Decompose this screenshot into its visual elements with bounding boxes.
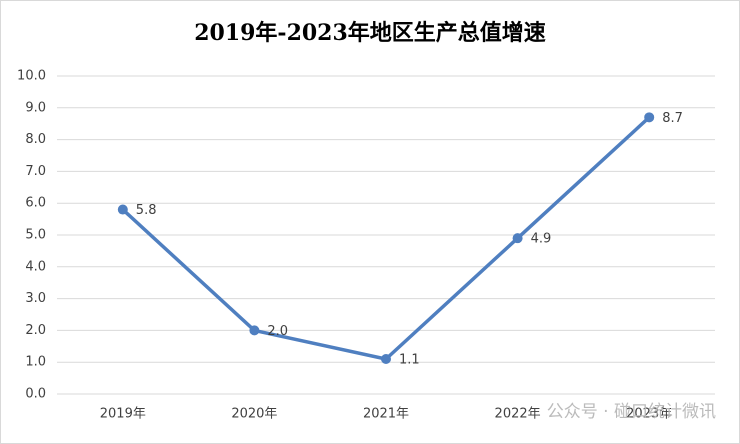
data-label: 4.9	[531, 232, 552, 247]
marker	[644, 112, 655, 123]
y-tick-label: 0.0	[25, 387, 46, 402]
data-label: 5.8	[136, 203, 157, 218]
x-tick-label: 2019年	[100, 407, 146, 422]
y-tick-label: 4.0	[25, 259, 46, 274]
y-tick-label: 9.0	[25, 100, 46, 115]
x-tick-label: 2023年	[626, 407, 672, 422]
marker	[381, 354, 391, 365]
y-tick-label: 2.0	[25, 323, 46, 338]
marker	[512, 233, 523, 244]
watermark: 公众号 · 碰口统计微讯	[547, 402, 716, 422]
data-label: 1.1	[399, 353, 420, 368]
data-label: 8.7	[662, 111, 683, 126]
y-tick-label: 7.0	[25, 164, 46, 179]
y-tick-label: 8.0	[25, 132, 46, 147]
data-label: 2.0	[267, 324, 288, 339]
marker	[117, 204, 128, 215]
y-tick-label: 10.0	[17, 69, 46, 84]
y-tick-label: 6.0	[25, 196, 46, 211]
y-tick-label: 1.0	[25, 355, 46, 370]
x-tick-label: 2020年	[231, 407, 277, 422]
x-tick-label: 2021年	[363, 407, 409, 422]
marker	[249, 325, 260, 336]
chart-title: 2019年-2023年地区生产总值增速	[194, 20, 546, 46]
y-tick-label: 3.0	[25, 291, 46, 306]
y-tick-label: 5.0	[25, 228, 46, 243]
x-tick-label: 2022年	[495, 407, 541, 422]
